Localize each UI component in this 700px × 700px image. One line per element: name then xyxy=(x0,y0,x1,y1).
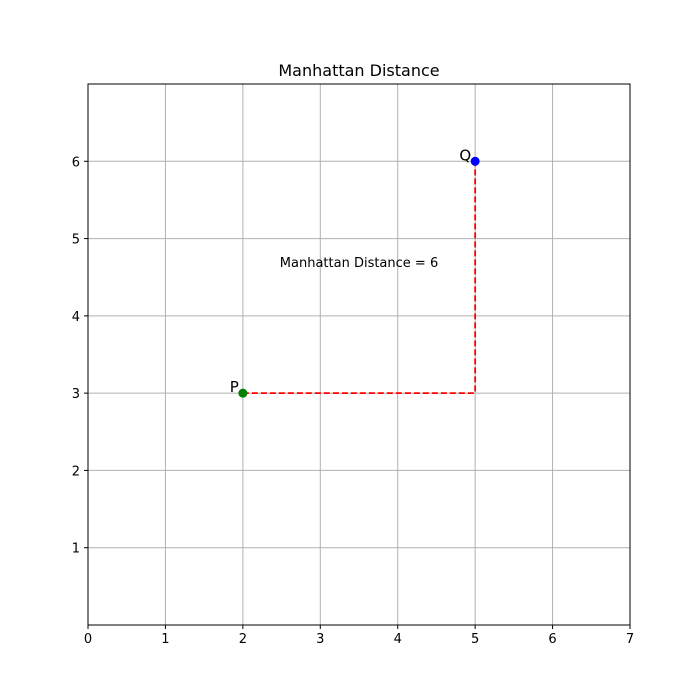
x-tick-label: 0 xyxy=(84,632,92,647)
axis-ticks: 0 1 2 3 4 5 6 7 1 2 3 4 5 6 xyxy=(72,155,634,647)
manhattan-path xyxy=(242,161,477,395)
y-tick-label: 3 xyxy=(72,387,80,402)
x-tick-label: 6 xyxy=(548,632,556,647)
point-q-marker xyxy=(470,156,480,166)
y-tick-label: 6 xyxy=(72,155,80,170)
y-tick-label: 5 xyxy=(72,233,80,248)
point-q-label: Q xyxy=(459,146,471,164)
y-tick-label: 1 xyxy=(72,542,80,557)
x-tick-label: 1 xyxy=(161,632,169,647)
manhattan-path-line xyxy=(242,161,477,395)
x-tick-label: 2 xyxy=(239,632,247,647)
x-tick-label: 4 xyxy=(394,632,402,647)
y-tick-label: 4 xyxy=(72,310,80,325)
distance-annotation: Manhattan Distance = 6 xyxy=(280,256,438,271)
point-p-marker xyxy=(238,388,248,398)
plot-frame xyxy=(87,83,631,626)
grid xyxy=(88,84,630,625)
chart-title: Manhattan Distance xyxy=(278,61,439,80)
points: PQ xyxy=(230,146,480,398)
x-tick-label: 7 xyxy=(626,632,634,647)
x-tick-label: 5 xyxy=(471,632,479,647)
point-p-label: P xyxy=(230,378,239,396)
y-tick-label: 2 xyxy=(72,464,80,479)
x-tick-label: 3 xyxy=(316,632,324,647)
